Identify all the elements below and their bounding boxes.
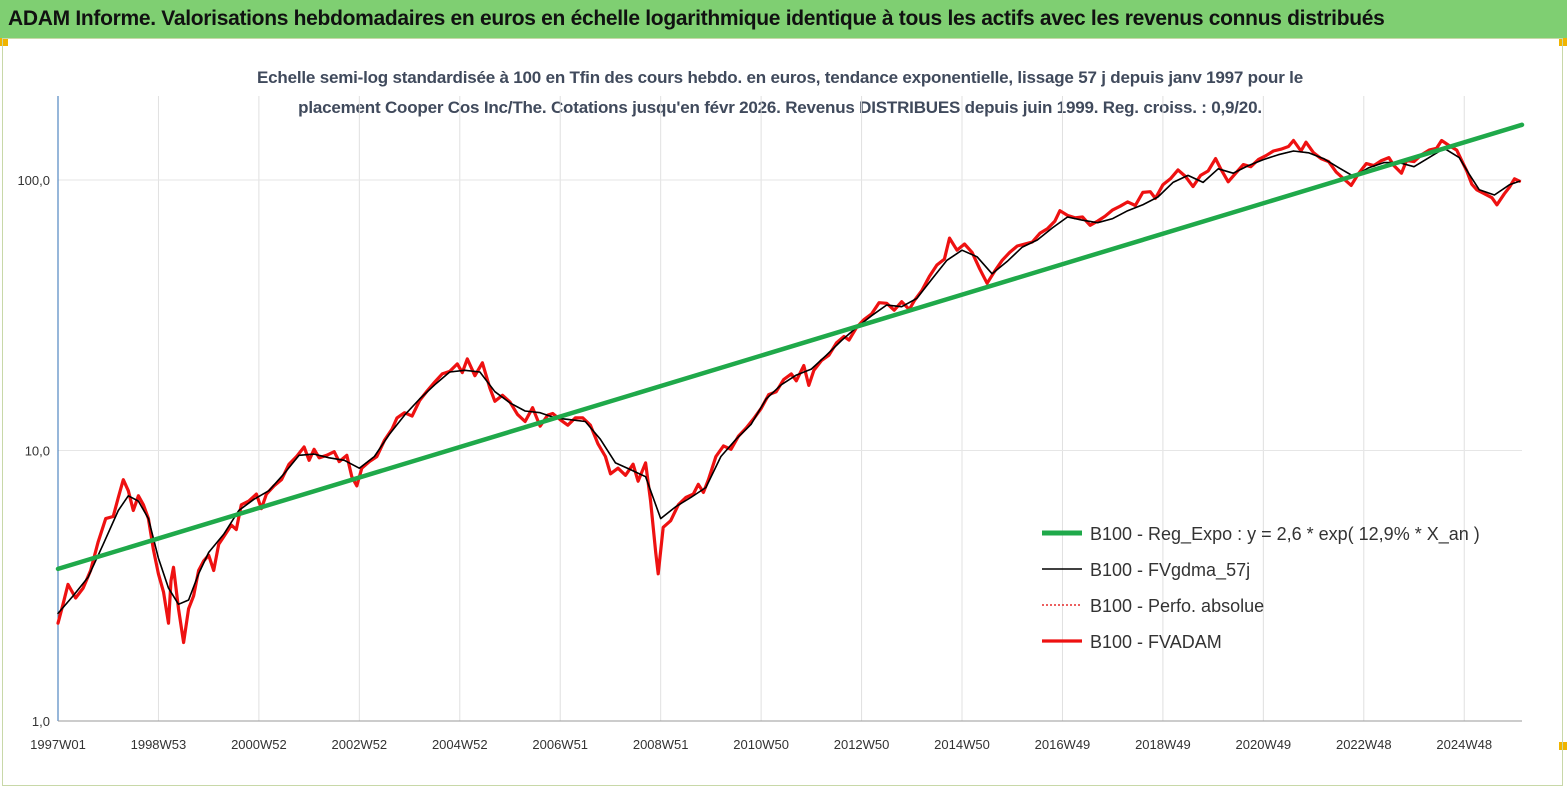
corner-marker-top-left <box>0 38 8 46</box>
chart-subtitle-line-1: Echelle semi-log standardisée à 100 en T… <box>257 68 1303 87</box>
x-tick-label: 2014W50 <box>934 737 990 752</box>
chart-frame <box>2 38 1563 786</box>
corner-marker-bottom-right <box>1559 742 1567 750</box>
x-tick-label: 1998W53 <box>131 737 187 752</box>
legend-label: B100 - FVADAM <box>1090 632 1222 652</box>
x-tick-label: 2020W49 <box>1236 737 1292 752</box>
x-tick-label: 2010W50 <box>733 737 789 752</box>
chart-series <box>55 122 1525 645</box>
x-tick-label: 2016W49 <box>1035 737 1091 752</box>
x-tick-label: 1997W01 <box>30 737 86 752</box>
x-tick-label: 2006W51 <box>532 737 588 752</box>
header-title: ADAM Informe. Valorisations hebdomadaire… <box>8 7 1385 30</box>
series-line-0 <box>55 122 1525 572</box>
legend-label: B100 - FVgdma_57j <box>1090 560 1250 581</box>
x-tick-label: 2000W52 <box>231 737 287 752</box>
x-tick-label: 2022W48 <box>1336 737 1392 752</box>
legend-label: B100 - Perfo. absolue <box>1090 596 1264 616</box>
header-banner: ADAM Informe. Valorisations hebdomadaire… <box>0 0 1567 38</box>
corner-marker-top-right <box>1559 38 1567 46</box>
y-tick-label: 100,0 <box>17 173 50 188</box>
x-tick-label: 2024W48 <box>1436 737 1492 752</box>
chart-subtitle-line-2: placement Cooper Cos Inc/The. Cotations … <box>298 98 1262 117</box>
x-tick-label: 2012W50 <box>834 737 890 752</box>
x-tick-label: 2002W52 <box>332 737 388 752</box>
series-line-3 <box>56 138 1522 645</box>
series-line-1 <box>57 147 1521 615</box>
chart-legend: B100 - Reg_Expo : y = 2,6 * exp( 12,9% *… <box>1042 524 1480 652</box>
y-tick-label: 1,0 <box>32 714 50 729</box>
x-tick-label: 2008W51 <box>633 737 689 752</box>
legend-label: B100 - Reg_Expo : y = 2,6 * exp( 12,9% *… <box>1090 524 1480 545</box>
chart-axes: 1997W01 1998W53 2000W52 2002W52 2004W52 2006W… <box>17 96 1522 752</box>
y-tick-label: 10,0 <box>25 444 50 459</box>
x-tick-label: 2018W49 <box>1135 737 1191 752</box>
x-tick-label: 2004W52 <box>432 737 488 752</box>
